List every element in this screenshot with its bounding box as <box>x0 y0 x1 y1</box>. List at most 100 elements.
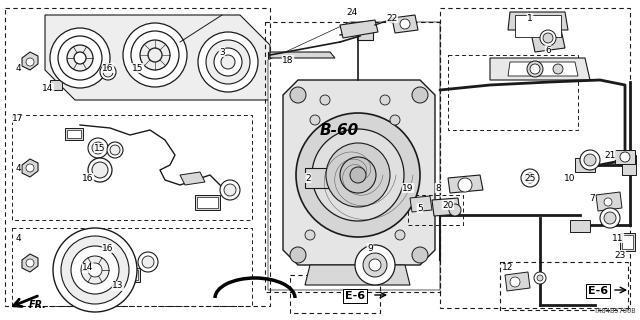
Circle shape <box>26 58 34 66</box>
Text: 5: 5 <box>417 204 423 212</box>
Bar <box>615 150 635 164</box>
Circle shape <box>350 167 366 183</box>
Bar <box>5 8 270 306</box>
Circle shape <box>355 245 395 285</box>
Circle shape <box>214 48 242 76</box>
Circle shape <box>138 252 158 272</box>
Polygon shape <box>490 58 590 80</box>
Bar <box>12 228 252 306</box>
Circle shape <box>131 31 179 79</box>
Polygon shape <box>305 265 410 285</box>
Bar <box>570 220 590 232</box>
Circle shape <box>580 150 600 170</box>
Bar <box>195 195 220 210</box>
Circle shape <box>400 19 410 29</box>
Polygon shape <box>340 20 378 38</box>
Polygon shape <box>508 62 578 76</box>
Polygon shape <box>22 254 38 272</box>
Circle shape <box>537 275 543 281</box>
Circle shape <box>620 152 630 162</box>
Text: B-60: B-60 <box>320 123 359 138</box>
Polygon shape <box>432 198 460 216</box>
Circle shape <box>521 169 539 187</box>
Circle shape <box>340 157 376 193</box>
Bar <box>622 235 633 249</box>
Text: 17: 17 <box>12 114 24 123</box>
Circle shape <box>142 256 154 268</box>
Text: 13: 13 <box>112 282 124 291</box>
Polygon shape <box>530 25 565 52</box>
Text: 24: 24 <box>346 7 358 17</box>
Text: 15: 15 <box>132 63 144 73</box>
Text: E-6: E-6 <box>345 291 365 301</box>
Circle shape <box>527 61 543 77</box>
Text: 4: 4 <box>15 63 21 73</box>
Text: 21: 21 <box>604 150 616 159</box>
Text: 18: 18 <box>282 55 294 65</box>
Circle shape <box>312 129 404 221</box>
Text: 2: 2 <box>305 173 311 182</box>
Circle shape <box>525 173 535 183</box>
Circle shape <box>81 256 109 284</box>
Circle shape <box>220 180 240 200</box>
Polygon shape <box>270 52 335 58</box>
Text: 15: 15 <box>94 143 106 153</box>
Polygon shape <box>268 22 440 290</box>
Polygon shape <box>22 159 38 177</box>
Polygon shape <box>45 15 270 100</box>
Bar <box>65 128 83 140</box>
Text: 14: 14 <box>83 263 93 273</box>
Polygon shape <box>508 12 568 30</box>
Bar <box>132 270 138 280</box>
Circle shape <box>26 259 34 267</box>
Polygon shape <box>410 196 432 212</box>
Polygon shape <box>22 52 38 70</box>
Circle shape <box>50 28 110 88</box>
Circle shape <box>58 36 102 80</box>
Circle shape <box>88 158 112 182</box>
Text: 6: 6 <box>545 45 551 54</box>
Circle shape <box>390 115 400 125</box>
Bar <box>515 15 561 37</box>
Circle shape <box>74 52 86 64</box>
Circle shape <box>290 247 306 263</box>
Circle shape <box>534 272 546 284</box>
Bar <box>305 168 335 188</box>
Text: 16: 16 <box>83 173 93 182</box>
Circle shape <box>369 259 381 271</box>
Circle shape <box>103 67 113 77</box>
Circle shape <box>92 142 104 154</box>
Text: 23: 23 <box>614 251 626 260</box>
Circle shape <box>604 212 616 224</box>
Text: 3: 3 <box>219 47 225 57</box>
Text: 16: 16 <box>102 244 114 252</box>
Bar <box>575 158 595 172</box>
Circle shape <box>543 33 553 43</box>
Bar <box>620 233 635 251</box>
Bar <box>500 262 628 310</box>
Circle shape <box>363 253 387 277</box>
Text: 11: 11 <box>612 234 624 243</box>
Circle shape <box>100 64 116 80</box>
Bar <box>357 32 373 40</box>
Circle shape <box>123 23 187 87</box>
Bar <box>130 268 140 282</box>
Polygon shape <box>180 172 205 185</box>
Bar <box>67 130 81 138</box>
Text: 14: 14 <box>42 84 54 92</box>
Circle shape <box>510 277 520 287</box>
Circle shape <box>61 236 129 304</box>
Bar <box>408 195 463 225</box>
Text: 10: 10 <box>564 173 576 182</box>
Circle shape <box>290 87 306 103</box>
Text: 22: 22 <box>387 13 397 22</box>
Text: 16: 16 <box>102 63 114 73</box>
Circle shape <box>26 164 34 172</box>
Polygon shape <box>505 272 530 291</box>
Polygon shape <box>392 15 418 33</box>
Circle shape <box>67 45 93 71</box>
Polygon shape <box>448 175 483 193</box>
Circle shape <box>380 95 390 105</box>
Text: FR.: FR. <box>29 300 47 310</box>
Circle shape <box>221 55 235 69</box>
